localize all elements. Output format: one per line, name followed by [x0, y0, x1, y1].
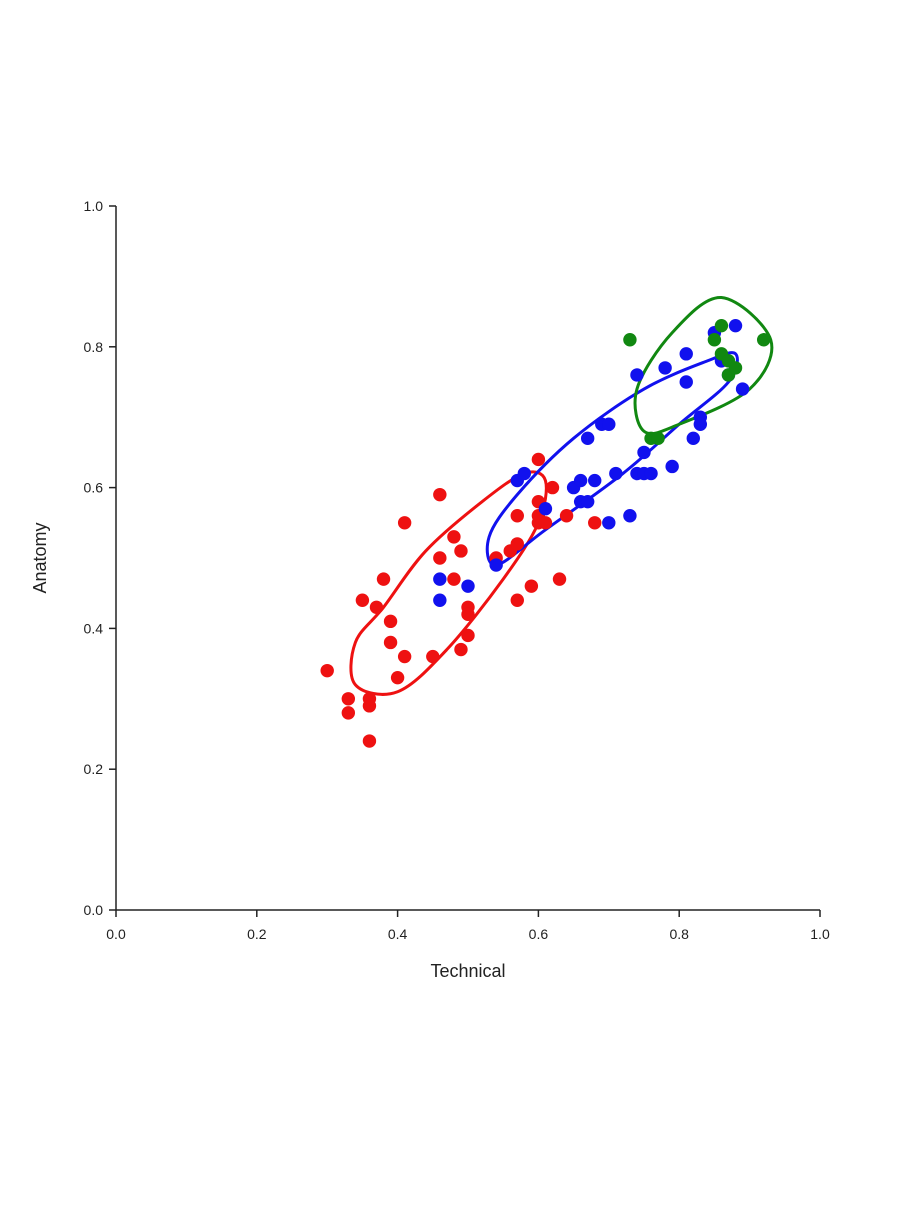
scatter-point-series-0 [383, 614, 398, 629]
scatter-point-series-1 [679, 375, 693, 389]
scatter-point-series-1 [630, 368, 644, 382]
scatter-point-series-1 [461, 579, 475, 593]
scatter-point-series-0 [552, 572, 567, 586]
scatter-point-series-2 [714, 318, 729, 333]
scatter-point-series-1 [644, 466, 658, 481]
scatter-point-series-0 [447, 530, 461, 544]
scatter-point-series-0 [531, 452, 546, 467]
scatter-point-series-0 [397, 516, 412, 530]
scatter-point-series-0 [510, 537, 524, 551]
y-tick-label: 0.0 [84, 902, 104, 918]
scatter-point-series-0 [447, 572, 461, 586]
scatter-point-series-1 [609, 466, 623, 481]
y-tick-label: 0.8 [84, 339, 104, 355]
y-tick-label: 1.0 [84, 198, 104, 214]
scatter-point-series-0 [433, 487, 447, 502]
scatter-point-series-0 [433, 551, 447, 565]
point-layer [320, 318, 771, 748]
scatter-point-series-0 [341, 706, 356, 720]
x-tick-label: 0.6 [529, 926, 549, 942]
x-tick-label: 0.2 [247, 926, 267, 942]
scatter-point-series-0 [362, 734, 377, 748]
scatter-point-series-0 [510, 593, 524, 607]
y-tick-label: 0.6 [84, 480, 104, 496]
y-axis-title: Anatomy [30, 522, 50, 593]
scatter-point-series-1 [686, 431, 700, 446]
x-tick-label: 0.0 [106, 926, 126, 942]
scatter-point-series-1 [588, 473, 602, 488]
scatter-point-series-2 [707, 333, 722, 347]
scatter-point-series-1 [602, 417, 616, 431]
scatter-point-series-0 [376, 572, 391, 586]
scatter-point-series-1 [538, 502, 553, 516]
y-tick-label: 0.2 [84, 761, 104, 777]
scatter-point-series-2 [623, 333, 637, 347]
scatter-point-series-1 [679, 347, 693, 361]
scatter-point-series-1 [735, 382, 750, 396]
scatter-point-series-1 [433, 572, 447, 586]
confidence-ellipse-1 [485, 351, 739, 567]
scatter-point-series-0 [545, 480, 560, 495]
scatter-point-series-2 [651, 431, 665, 446]
scatter-point-series-1 [693, 417, 708, 431]
scatter-point-series-0 [454, 544, 468, 558]
scatter-point-series-1 [658, 361, 672, 375]
scatter-point-series-0 [390, 670, 405, 685]
scatter-point-series-0 [461, 607, 475, 622]
ellipse-layer [349, 296, 774, 696]
scatter-point-series-1 [602, 516, 616, 530]
scatter-point-series-1 [728, 318, 743, 333]
x-tick-label: 0.4 [388, 926, 408, 942]
scatter-point-series-1 [489, 558, 503, 572]
x-axis-title: Technical [430, 961, 505, 981]
scatter-point-series-1 [433, 593, 447, 607]
tick-layer: 0.0 0.2 0.4 0.6 0.8 1.0 0.0 0.2 0.4 0.6 0.8 1.0 [84, 198, 830, 942]
scatter-point-series-0 [320, 663, 334, 678]
x-tick-label: 0.8 [669, 926, 689, 942]
scatter-point-series-0 [559, 509, 574, 523]
scatter-point-series-0 [383, 635, 398, 650]
scatter-point-series-0 [362, 692, 377, 706]
scatter-point-series-1 [580, 494, 595, 509]
scatter-point-series-0 [369, 600, 384, 614]
scatter-point-series-0 [510, 509, 524, 523]
scatter-point-series-0 [397, 649, 412, 664]
scatter-point-series-1 [517, 466, 532, 481]
scatter-point-series-0 [524, 579, 539, 593]
scatter-point-series-0 [341, 692, 356, 706]
scatter-point-series-1 [623, 509, 637, 523]
scatter-point-series-0 [461, 628, 475, 643]
scatter-point-series-2 [728, 361, 743, 375]
scatter-point-series-1 [665, 459, 679, 474]
scatter-point-series-2 [756, 333, 771, 347]
scatter-point-series-0 [355, 593, 370, 607]
scatter-point-series-0 [588, 516, 602, 530]
scatter-point-series-0 [426, 649, 440, 664]
scatter-point-series-1 [573, 473, 588, 488]
scatter-point-series-1 [637, 445, 651, 460]
x-tick-label: 1.0 [810, 926, 830, 942]
y-tick-label: 0.4 [84, 620, 104, 636]
scatter-point-series-1 [580, 431, 595, 446]
scatter-point-series-0 [538, 516, 553, 530]
scatter-point-series-0 [454, 642, 468, 657]
